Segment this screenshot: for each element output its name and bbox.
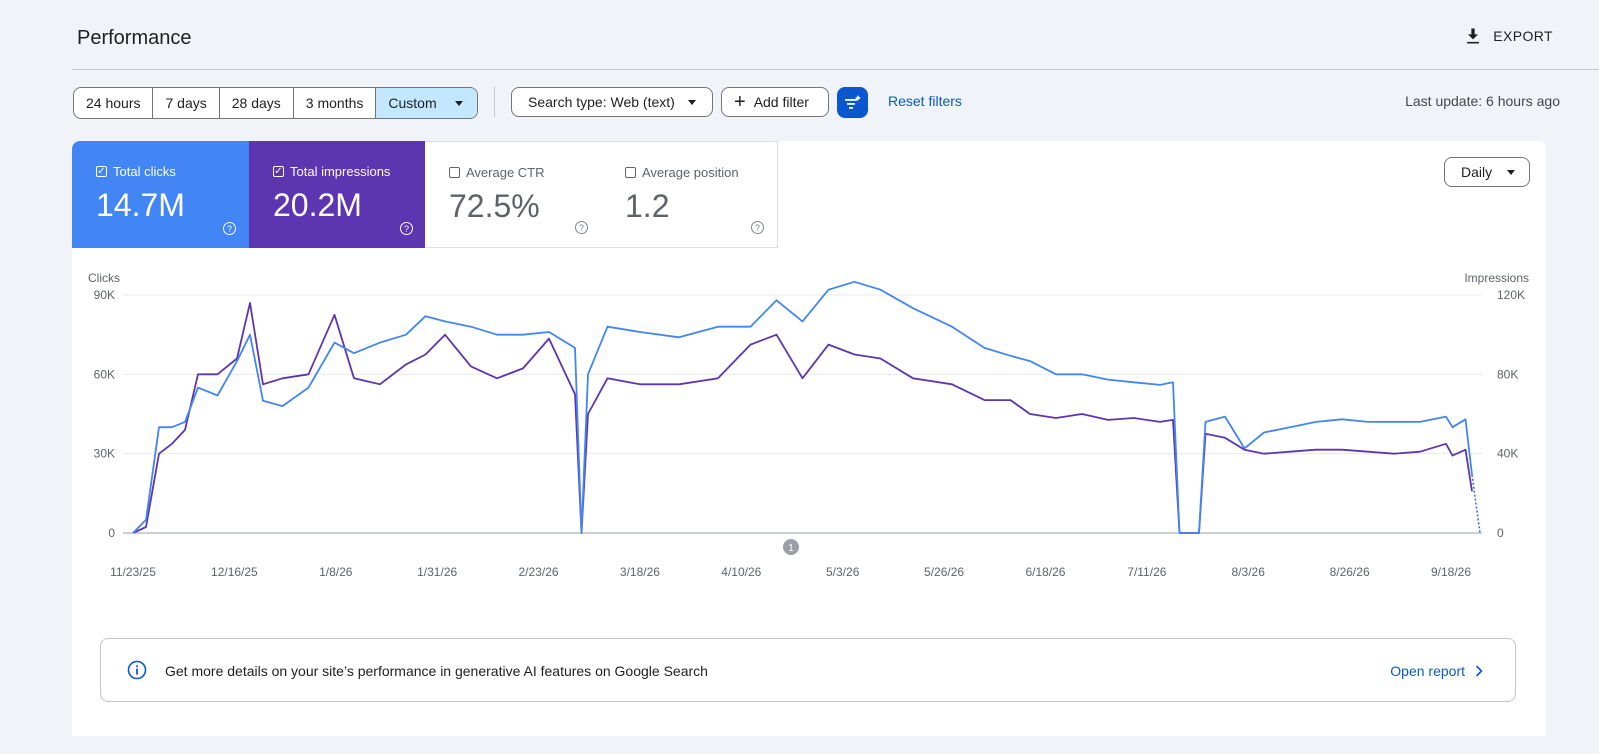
- left-axis-title: Clicks: [88, 271, 120, 285]
- range-custom-label: Custom: [388, 95, 437, 111]
- range-custom[interactable]: Custom: [376, 88, 477, 118]
- range-24-hours[interactable]: 24 hours: [74, 88, 154, 118]
- metric-total-impressions[interactable]: ✓ Total impressions 20.2M ?: [249, 141, 426, 248]
- metric-total-clicks[interactable]: ✓ Total clicks 14.7M ?: [72, 141, 249, 248]
- x-tick-label: 4/10/26: [721, 565, 761, 579]
- checkbox-checked-icon[interactable]: ✓: [96, 165, 107, 177]
- search-type-filter[interactable]: Search type: Web (text): [511, 87, 713, 117]
- left-tick-label: 60K: [94, 367, 115, 381]
- last-update-text: Last update: 6 hours ago: [1405, 93, 1560, 109]
- right-axis-title: Impressions: [1464, 271, 1529, 285]
- x-tick-label: 1/8/26: [319, 565, 353, 579]
- x-tick-label: 5/26/26: [924, 565, 964, 579]
- toolbar-divider: [494, 87, 495, 117]
- metric-label: Total impressions: [290, 164, 391, 179]
- x-tick-label: 2/23/26: [519, 565, 559, 579]
- open-report-label: Open report: [1390, 663, 1465, 679]
- metric-value: 72.5%: [449, 188, 540, 224]
- range-28-days[interactable]: 28 days: [220, 88, 294, 118]
- series-line-impressions: [132, 302, 1473, 534]
- help-icon[interactable]: ?: [751, 221, 764, 234]
- x-tick-label: 3/18/26: [620, 565, 660, 579]
- search-type-label: Search type: Web (text): [528, 94, 675, 110]
- metric-label: Average position: [642, 165, 739, 180]
- left-tick-label: 30K: [94, 447, 115, 461]
- export-label: EXPORT: [1493, 28, 1553, 44]
- right-tick-label: 80K: [1497, 367, 1518, 381]
- annotation-marker: [783, 539, 799, 555]
- metric-label: Average CTR: [466, 165, 545, 180]
- date-range-selector: 24 hours 7 days 28 days 3 months Custom: [73, 87, 478, 119]
- right-tick-label: 40K: [1497, 447, 1518, 461]
- caret-down-icon: [688, 99, 696, 105]
- ai-filter-button[interactable]: [837, 87, 868, 118]
- checkbox-unchecked-icon[interactable]: [625, 167, 636, 178]
- metric-value: 20.2M: [273, 187, 362, 223]
- checkbox-checked-icon[interactable]: ✓: [273, 165, 284, 177]
- series-line-clicks: [132, 280, 1473, 534]
- x-tick-label: 1/31/26: [417, 565, 457, 579]
- checkbox-unchecked-icon[interactable]: [449, 167, 460, 178]
- add-filter-label: Add filter: [753, 94, 809, 110]
- ai-features-banner: Get more details on your site’s performa…: [100, 638, 1516, 702]
- granularity-dropdown[interactable]: Daily: [1444, 157, 1530, 187]
- x-tick-label: 9/18/26: [1431, 565, 1471, 579]
- add-filter-button[interactable]: + Add filter: [721, 87, 829, 117]
- caret-down-icon: [454, 100, 463, 106]
- annotation-label: 1: [788, 543, 794, 554]
- help-icon[interactable]: ?: [400, 222, 413, 235]
- right-tick-label: 0: [1497, 526, 1504, 540]
- info-icon: [127, 660, 147, 680]
- metric-value: 1.2: [625, 188, 670, 224]
- download-icon: [1467, 28, 1480, 44]
- range-3-months[interactable]: 3 months: [294, 88, 377, 118]
- metric-value: 14.7M: [96, 187, 185, 223]
- open-report-link[interactable]: Open report: [1390, 663, 1483, 679]
- x-tick-label: 7/11/26: [1127, 565, 1166, 579]
- incomplete-data-line: [1471, 474, 1481, 534]
- help-icon[interactable]: ?: [223, 222, 236, 235]
- x-tick-label: 8/3/26: [1232, 565, 1266, 579]
- caret-down-icon: [1507, 169, 1515, 175]
- export-button[interactable]: EXPORT: [1463, 26, 1553, 46]
- metric-average-position[interactable]: Average position 1.2 ?: [601, 141, 778, 248]
- x-tick-label: 6/18/26: [1025, 565, 1065, 579]
- x-tick-label: 8/26/26: [1330, 565, 1370, 579]
- sparkle-filter-icon: [844, 94, 861, 109]
- banner-message: Get more details on your site’s performa…: [165, 663, 708, 679]
- x-tick-label: 11/23/25: [110, 565, 156, 579]
- left-tick-label: 90K: [94, 288, 115, 302]
- header-divider: [72, 69, 1599, 70]
- x-tick-label: 5/3/26: [826, 565, 860, 579]
- plus-icon: +: [734, 91, 746, 113]
- reset-filters-link[interactable]: Reset filters: [888, 93, 962, 109]
- x-tick-label: 12/16/25: [211, 565, 258, 579]
- help-icon[interactable]: ?: [575, 221, 588, 234]
- metric-label: Total clicks: [113, 164, 176, 179]
- page-title: Performance: [77, 27, 192, 49]
- chevron-right-icon: [1475, 665, 1483, 677]
- left-tick-label: 0: [108, 526, 115, 540]
- metric-average-ctr[interactable]: Average CTR 72.5% ?: [425, 141, 602, 248]
- right-tick-label: 120K: [1497, 288, 1525, 302]
- granularity-label: Daily: [1461, 164, 1493, 180]
- range-7-days[interactable]: 7 days: [153, 88, 220, 118]
